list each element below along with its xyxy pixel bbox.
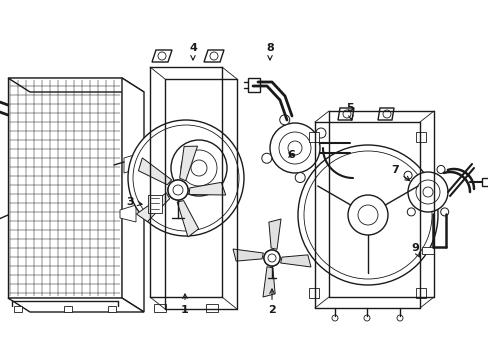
Circle shape (191, 160, 206, 176)
Circle shape (347, 195, 387, 235)
Polygon shape (8, 78, 122, 298)
Polygon shape (154, 304, 165, 312)
Circle shape (382, 110, 390, 118)
Polygon shape (8, 78, 143, 92)
Circle shape (331, 315, 337, 321)
Polygon shape (8, 298, 143, 312)
Polygon shape (263, 267, 275, 297)
Polygon shape (280, 255, 310, 267)
Text: 7: 7 (390, 165, 409, 181)
Polygon shape (337, 108, 353, 120)
Polygon shape (138, 158, 171, 185)
Circle shape (267, 254, 275, 262)
Circle shape (403, 171, 411, 179)
Circle shape (297, 145, 437, 285)
Text: 1: 1 (181, 294, 188, 315)
Polygon shape (148, 195, 162, 213)
Circle shape (158, 52, 165, 60)
Polygon shape (136, 193, 169, 222)
Circle shape (415, 180, 439, 204)
Polygon shape (189, 183, 225, 195)
Polygon shape (124, 155, 134, 173)
Text: 5: 5 (346, 103, 353, 120)
Polygon shape (108, 306, 116, 312)
Polygon shape (203, 50, 224, 62)
Polygon shape (152, 50, 172, 62)
Circle shape (342, 110, 350, 118)
Circle shape (363, 315, 369, 321)
Polygon shape (14, 306, 22, 312)
Text: 6: 6 (286, 150, 294, 160)
Circle shape (267, 254, 275, 262)
Circle shape (261, 153, 271, 163)
Circle shape (173, 185, 183, 195)
Circle shape (287, 141, 302, 155)
Polygon shape (122, 78, 143, 312)
Polygon shape (481, 178, 488, 186)
Circle shape (279, 132, 310, 164)
Polygon shape (247, 78, 260, 92)
Circle shape (422, 187, 432, 197)
Circle shape (357, 205, 377, 225)
Polygon shape (415, 288, 425, 298)
Circle shape (128, 120, 244, 236)
Polygon shape (268, 219, 281, 249)
Text: 3: 3 (126, 197, 142, 207)
Text: 4: 4 (189, 43, 197, 60)
Polygon shape (308, 132, 318, 142)
Polygon shape (120, 205, 136, 222)
Polygon shape (205, 304, 218, 312)
Circle shape (264, 250, 280, 266)
Polygon shape (415, 132, 425, 142)
Circle shape (295, 172, 305, 183)
Circle shape (396, 315, 402, 321)
Circle shape (279, 115, 289, 125)
Circle shape (173, 185, 183, 195)
Text: 2: 2 (267, 289, 275, 315)
Polygon shape (377, 108, 393, 120)
Circle shape (181, 150, 217, 186)
Circle shape (264, 250, 280, 266)
Polygon shape (179, 146, 197, 181)
Circle shape (407, 172, 447, 212)
Circle shape (440, 208, 448, 216)
Polygon shape (233, 249, 263, 261)
Polygon shape (177, 201, 198, 237)
Circle shape (168, 180, 187, 200)
Circle shape (436, 166, 444, 174)
Circle shape (407, 208, 414, 216)
Circle shape (168, 180, 187, 200)
Circle shape (315, 128, 325, 138)
Text: 9: 9 (410, 243, 419, 257)
Polygon shape (421, 247, 433, 254)
Circle shape (171, 140, 226, 196)
Circle shape (269, 123, 319, 173)
Circle shape (209, 52, 218, 60)
Polygon shape (64, 306, 72, 312)
Polygon shape (308, 288, 318, 298)
Text: 8: 8 (265, 43, 273, 60)
